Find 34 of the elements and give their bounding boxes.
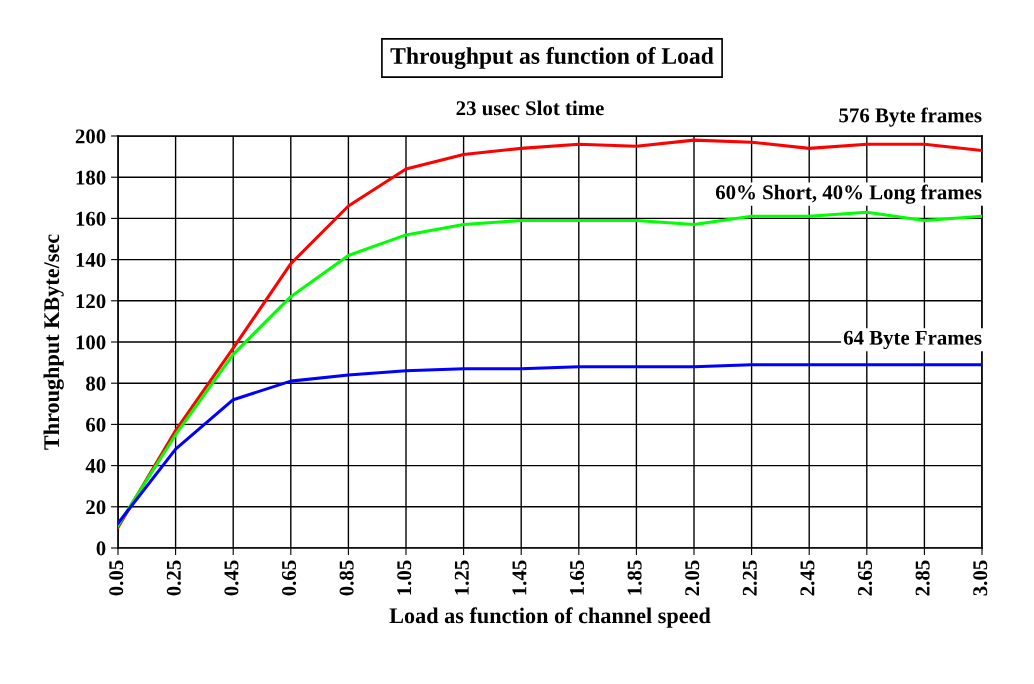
text: 23 usec Slot time xyxy=(456,100,604,116)
y-tick-label: 160 xyxy=(76,211,106,226)
series-label: 576 Byte frames xyxy=(839,107,982,127)
x-tick-label: 0.05 xyxy=(109,560,124,596)
x-tick-label: 2.05 xyxy=(685,560,700,596)
y-tick-label: 40 xyxy=(85,458,106,474)
y-tick-label: 60 xyxy=(86,417,106,432)
chart-title: Throughput as function of Load xyxy=(390,47,714,69)
x-tick-label: 1.45 xyxy=(512,560,527,595)
series-label: 60% Short, 40% Long frames xyxy=(715,184,982,204)
y-tick-label: 100 xyxy=(76,335,106,350)
x-tick-label: 2.25 xyxy=(742,560,757,596)
x-tick-label: 0.65 xyxy=(281,560,297,596)
y-tick-label: 80 xyxy=(86,376,106,391)
x-tick-label: 0.25 xyxy=(166,560,181,596)
y-tick-label: 20 xyxy=(86,500,106,515)
x-tick-label: 2.85 xyxy=(915,560,930,596)
y-tick-label: 140 xyxy=(76,252,106,268)
x-tick-label: 0.45 xyxy=(224,560,239,596)
x-tick-label: 1.05 xyxy=(397,560,412,595)
x-tick-label: 1.65 xyxy=(570,560,585,595)
y-tick-label: 200 xyxy=(75,129,106,144)
x-tick-label: 3.05 xyxy=(973,560,988,596)
x-axis-title: Load as function of channel speed xyxy=(389,607,711,628)
y-tick-label: 180 xyxy=(76,170,106,185)
x-tick-label: 1.25 xyxy=(454,560,469,595)
x-tick-label: 2.65 xyxy=(858,560,873,596)
x-tick-label: 0.85 xyxy=(339,560,354,596)
y-tick-label: 0 xyxy=(96,541,106,556)
y-axis-title: Throughput KByte/sec xyxy=(43,234,64,450)
series-label: 64 Byte Frames xyxy=(843,330,982,350)
y-tick-label: 120 xyxy=(76,294,106,309)
x-tick-label: 1.85 xyxy=(627,560,642,595)
x-tick-label: 2.45 xyxy=(800,560,815,596)
